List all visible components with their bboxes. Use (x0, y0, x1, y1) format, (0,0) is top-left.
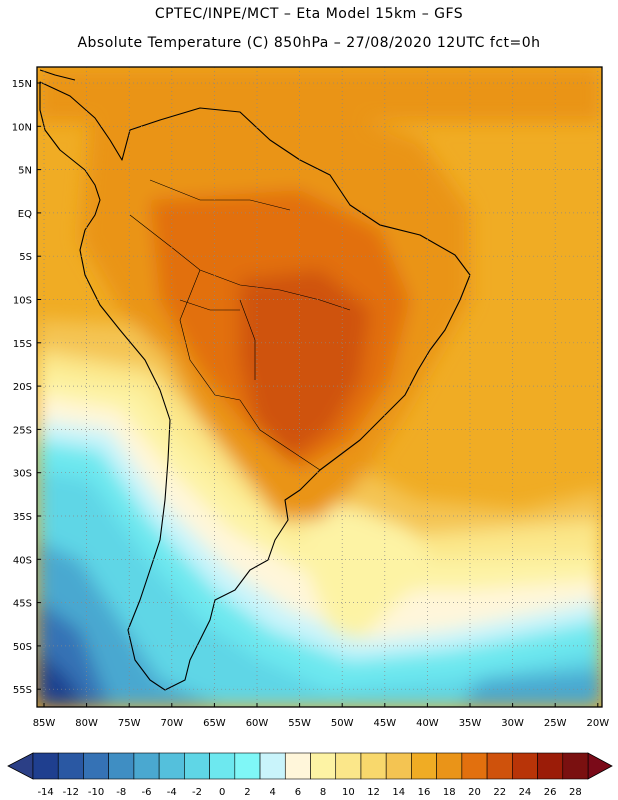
map-subtitle: Absolute Temperature (C) 850hPa – 27/08/… (77, 35, 541, 51)
colorbar-label: 16 (418, 787, 431, 798)
colorbar-segment (284, 752, 311, 780)
colorbar-segment (486, 752, 513, 780)
lon-label: 65W (203, 718, 226, 729)
colorbar-segment (310, 752, 337, 780)
map-frame (36, 66, 603, 708)
lon-label: 25W (544, 718, 567, 729)
colorbar-label: 6 (295, 787, 301, 798)
lat-label: 25S (13, 425, 32, 436)
colorbar-segment (259, 752, 286, 780)
lat-label: 15N (12, 79, 32, 90)
colorbar-segment (209, 752, 236, 780)
colorbar-label: 0 (219, 787, 225, 798)
colorbar-segment (234, 752, 261, 780)
lon-label: 70W (160, 718, 183, 729)
colorbar: -14 -12 -10 -8 -6 -4 -2 0 2 4 6 8 10 12 14 16 18 20 22 24 26… (7, 752, 613, 798)
colorbar-segment (108, 752, 135, 780)
lat-label: 40S (13, 555, 32, 566)
lon-label: 75W (118, 718, 141, 729)
lon-label: 30W (501, 718, 524, 729)
lat-label: EQ (18, 209, 32, 220)
map-title: CPTEC/INPE/MCT – Eta Model 15km – GFS (154, 6, 464, 22)
colorbar-segment (360, 752, 387, 780)
lon-label: 20W (586, 718, 609, 729)
lat-label: 35S (13, 512, 32, 523)
lon-label: 45W (373, 718, 396, 729)
colorbar-segment (158, 752, 185, 780)
lon-label: 60W (246, 718, 269, 729)
country-borders (129, 179, 351, 471)
lat-label: 15S (13, 339, 32, 350)
colorbar-label: -14 (37, 787, 53, 798)
colorbar-label: 22 (493, 787, 506, 798)
colorbar-segment (184, 752, 210, 780)
lat-label: 30S (13, 469, 32, 480)
coastlines (39, 69, 471, 691)
colorbar-label: 10 (342, 787, 355, 798)
colorbar-label: 24 (519, 787, 532, 798)
colorbar-segment (335, 752, 362, 780)
longitude-labels: 85W 80W 75W 70W 65W 60W 55W 50W 45W 40W 35W 30W 25W 2… (33, 703, 609, 729)
colorbar-low-arrow (7, 752, 34, 780)
colorbar-label: 4 (269, 787, 275, 798)
colorbar-label: 14 (392, 787, 405, 798)
lon-label: 50W (331, 718, 354, 729)
colorbar-segment (133, 752, 160, 780)
lat-label: 45S (13, 599, 32, 610)
colorbar-label: 26 (544, 787, 557, 798)
colorbar-label: -12 (63, 787, 79, 798)
colorbar-segment (461, 752, 488, 780)
latitude-labels: 15N 10N 5N EQ 5S 10S 15S 20S 25S 30S 35S 40S 45S 50S 5… (12, 79, 41, 696)
colorbar-label: -2 (192, 787, 202, 798)
colorbar-segment (83, 752, 109, 780)
colorbar-label: 8 (320, 787, 326, 798)
lon-label: 55W (288, 718, 311, 729)
lat-label: 50S (13, 642, 32, 653)
lat-lon-grid (37, 67, 602, 707)
colorbar-segment (411, 752, 437, 780)
lat-label: 5S (19, 252, 32, 263)
colorbar-label: 28 (569, 787, 582, 798)
lat-label: 5N (18, 166, 32, 177)
colorbar-segment (385, 752, 412, 780)
lat-label: 10N (12, 122, 32, 133)
temperature-field (37, 67, 602, 707)
colorbar-segment (512, 752, 538, 780)
colorbar-label: 18 (443, 787, 456, 798)
colorbar-segment (32, 752, 59, 780)
lon-label: 35W (459, 718, 482, 729)
colorbar-label: -4 (167, 787, 177, 798)
colorbar-label: 12 (367, 787, 380, 798)
colorbar-segment (537, 752, 564, 780)
lon-label: 85W (33, 718, 56, 729)
colorbar-label: 20 (468, 787, 481, 798)
colorbar-label: -10 (88, 787, 104, 798)
lat-label: 20S (13, 382, 32, 393)
colorbar-label: -6 (142, 787, 152, 798)
colorbar-segment (57, 752, 84, 780)
lon-label: 80W (75, 718, 98, 729)
colorbar-label: 2 (244, 787, 250, 798)
lat-label: 55S (13, 685, 32, 696)
colorbar-segment (562, 752, 589, 780)
lat-label: 10S (13, 296, 32, 307)
colorbar-segment (436, 752, 463, 780)
colorbar-high-arrow (587, 752, 613, 780)
lon-label: 40W (416, 718, 439, 729)
colorbar-label: -8 (116, 787, 126, 798)
